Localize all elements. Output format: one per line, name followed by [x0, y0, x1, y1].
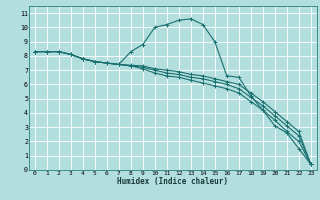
X-axis label: Humidex (Indice chaleur): Humidex (Indice chaleur)	[117, 177, 228, 186]
